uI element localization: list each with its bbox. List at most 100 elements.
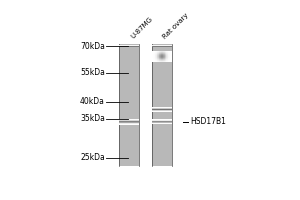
Bar bbox=[155, 57, 156, 58]
Bar bbox=[152, 53, 153, 54]
Bar bbox=[170, 58, 171, 59]
Bar bbox=[155, 60, 156, 61]
Bar bbox=[157, 57, 158, 58]
Bar bbox=[167, 57, 168, 58]
Bar bbox=[157, 58, 158, 59]
Bar bbox=[168, 60, 169, 61]
Bar bbox=[152, 110, 172, 111]
Bar bbox=[163, 54, 164, 55]
Bar bbox=[152, 51, 153, 52]
Bar bbox=[155, 56, 156, 57]
Bar bbox=[157, 54, 158, 55]
Bar bbox=[119, 124, 139, 125]
Bar bbox=[157, 60, 158, 61]
Bar bbox=[152, 54, 153, 55]
Bar bbox=[156, 57, 157, 58]
Bar bbox=[166, 56, 167, 57]
Bar bbox=[152, 120, 172, 121]
Bar bbox=[166, 52, 167, 53]
Bar bbox=[166, 58, 167, 59]
Bar bbox=[157, 55, 158, 56]
Bar bbox=[167, 56, 168, 57]
Bar bbox=[156, 56, 157, 57]
Bar bbox=[153, 54, 154, 55]
Bar bbox=[158, 57, 159, 58]
Bar bbox=[152, 122, 172, 123]
Bar bbox=[161, 53, 162, 54]
Bar bbox=[171, 60, 172, 61]
Bar bbox=[165, 55, 166, 56]
Bar bbox=[160, 54, 161, 55]
Bar bbox=[164, 56, 165, 57]
Bar bbox=[164, 57, 165, 58]
Bar bbox=[171, 52, 172, 53]
Bar bbox=[159, 61, 160, 62]
Bar bbox=[169, 54, 170, 55]
Bar bbox=[168, 54, 169, 55]
Bar bbox=[162, 54, 163, 55]
Text: 70kDa: 70kDa bbox=[80, 42, 105, 51]
Bar bbox=[167, 55, 168, 56]
Bar bbox=[157, 57, 158, 58]
Bar bbox=[171, 57, 172, 58]
Bar bbox=[159, 52, 160, 53]
Bar bbox=[163, 58, 164, 59]
Bar bbox=[156, 58, 157, 59]
Bar bbox=[163, 51, 164, 52]
Bar bbox=[159, 56, 160, 57]
Bar bbox=[160, 57, 161, 58]
Bar bbox=[160, 51, 161, 52]
Bar bbox=[156, 60, 157, 61]
Bar bbox=[154, 51, 155, 52]
Bar bbox=[159, 53, 160, 54]
Bar bbox=[168, 53, 169, 54]
Bar bbox=[154, 53, 155, 54]
Bar bbox=[119, 119, 139, 120]
Bar bbox=[159, 56, 160, 57]
Bar bbox=[154, 57, 155, 58]
Bar bbox=[153, 60, 154, 61]
Bar bbox=[167, 57, 168, 58]
Bar bbox=[170, 57, 171, 58]
Bar bbox=[157, 55, 158, 56]
Bar bbox=[167, 56, 168, 57]
Bar bbox=[162, 51, 163, 52]
Bar bbox=[119, 123, 139, 124]
Bar bbox=[152, 60, 153, 61]
Bar bbox=[119, 119, 139, 120]
Bar bbox=[168, 56, 169, 57]
Bar bbox=[153, 59, 154, 60]
Bar bbox=[164, 56, 165, 57]
Bar bbox=[164, 58, 165, 59]
Bar bbox=[160, 59, 161, 60]
Bar bbox=[152, 122, 172, 123]
Bar bbox=[159, 55, 160, 56]
Bar bbox=[169, 58, 170, 59]
Bar bbox=[157, 57, 158, 58]
Bar bbox=[165, 57, 166, 58]
Bar bbox=[119, 120, 139, 121]
Bar bbox=[157, 53, 158, 54]
Bar bbox=[168, 60, 169, 61]
Bar bbox=[153, 57, 154, 58]
Bar bbox=[157, 57, 158, 58]
Bar bbox=[167, 54, 168, 55]
Bar bbox=[168, 54, 169, 55]
Bar bbox=[154, 56, 155, 57]
Bar bbox=[163, 56, 164, 57]
Bar bbox=[164, 57, 165, 58]
Bar bbox=[152, 58, 153, 59]
Bar bbox=[171, 59, 172, 60]
Bar bbox=[169, 54, 170, 55]
Bar bbox=[164, 60, 165, 61]
Bar bbox=[171, 54, 172, 55]
Bar bbox=[160, 51, 161, 52]
Bar bbox=[160, 53, 161, 54]
Bar bbox=[167, 60, 168, 61]
Bar bbox=[153, 55, 154, 56]
Bar bbox=[153, 51, 154, 52]
Bar bbox=[156, 53, 157, 54]
Bar bbox=[119, 124, 139, 125]
Bar bbox=[152, 56, 153, 57]
Bar bbox=[165, 51, 166, 52]
